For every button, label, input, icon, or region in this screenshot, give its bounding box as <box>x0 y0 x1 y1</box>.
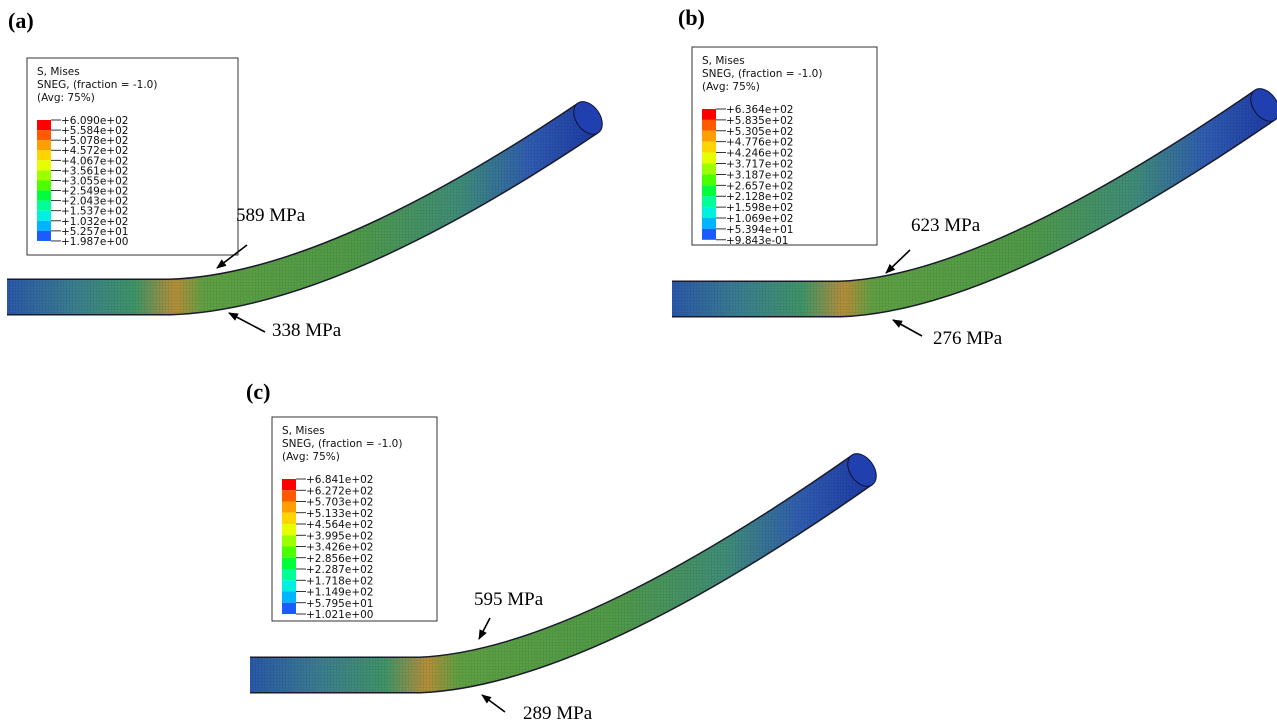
legend-swatch <box>282 547 296 558</box>
legend-swatch <box>37 120 51 130</box>
figure: (a)S, MisesSNEG, (fraction = -1.0)(Avg: … <box>0 0 1277 724</box>
legend-level: +1.987e+00 <box>61 236 128 248</box>
legend-swatch <box>702 164 716 175</box>
annotation-arrow <box>893 320 922 336</box>
legend-level: +1.149e+02 <box>306 587 373 599</box>
legend-title: (Avg: 75%) <box>37 92 95 104</box>
legend-level: +1.021e+00 <box>306 609 373 621</box>
stress-annotation: 595 MPa <box>474 589 544 610</box>
legend-swatch <box>37 170 51 180</box>
annotation-arrow <box>229 313 265 332</box>
legend-title: SNEG, (fraction = -1.0) <box>37 79 157 91</box>
legend-level: +3.995e+02 <box>306 530 373 542</box>
panel-label: (a) <box>8 8 34 33</box>
annotation-arrow <box>886 250 910 273</box>
legend-level: +2.856e+02 <box>306 553 373 565</box>
legend-swatch <box>282 524 296 535</box>
legend-swatch <box>282 490 296 501</box>
legend-swatch <box>702 109 716 120</box>
legend-swatch <box>282 580 296 591</box>
legend-swatch <box>282 535 296 546</box>
legend-level: +4.564e+02 <box>306 519 373 531</box>
legend-level: +5.133e+02 <box>306 508 373 520</box>
legend-level: +9.843e-01 <box>726 235 788 247</box>
legend-swatch <box>37 191 51 201</box>
legend-swatch <box>702 142 716 153</box>
legend-level: +2.287e+02 <box>306 564 373 576</box>
legend-swatch <box>37 150 51 160</box>
legend-swatch <box>702 229 716 240</box>
legend-swatch <box>37 221 51 231</box>
legend-title: SNEG, (fraction = -1.0) <box>282 438 402 450</box>
legend-swatch <box>282 569 296 580</box>
legend-title: (Avg: 75%) <box>282 451 340 463</box>
legend-level: +6.272e+02 <box>306 485 373 497</box>
legend-level: +6.841e+02 <box>306 474 373 486</box>
page: {"panels": [ {"label": "(a)", "legend": … <box>0 0 1277 724</box>
legend-level: +3.426e+02 <box>306 542 373 554</box>
stress-annotation: 289 MPa <box>523 703 593 724</box>
legend-level: +1.718e+02 <box>306 575 373 587</box>
legend-swatch <box>282 558 296 569</box>
legend-swatch <box>702 196 716 207</box>
legend-swatch <box>282 502 296 513</box>
panel-label: (b) <box>678 5 705 30</box>
legend-swatch <box>37 231 51 241</box>
legend-title: (Avg: 75%) <box>702 81 760 93</box>
stress-annotation: 276 MPa <box>933 328 1003 349</box>
legend-swatch <box>282 603 296 614</box>
legend-swatch <box>37 201 51 211</box>
legend-swatch <box>37 211 51 221</box>
stress-annotation: 338 MPa <box>272 320 342 341</box>
stress-annotation: 623 MPa <box>911 215 981 236</box>
legend-swatch <box>37 130 51 140</box>
legend-title: S, Mises <box>37 66 80 78</box>
panel-label: (c) <box>246 379 270 404</box>
legend-swatch <box>282 479 296 490</box>
legend-swatch <box>702 174 716 185</box>
legend-swatch <box>282 513 296 524</box>
legend-title: S, Mises <box>282 425 325 437</box>
legend-title: S, Mises <box>702 55 745 67</box>
legend-swatch <box>702 185 716 196</box>
legend-swatch <box>37 180 51 190</box>
legend-swatch <box>702 153 716 164</box>
annotation-arrow <box>479 618 490 639</box>
legend-swatch <box>702 131 716 142</box>
legend-title: SNEG, (fraction = -1.0) <box>702 68 822 80</box>
legend-swatch <box>702 120 716 131</box>
legend-swatch <box>282 592 296 603</box>
legend-swatch <box>702 207 716 218</box>
annotation-arrow <box>482 695 505 712</box>
legend-swatch <box>702 218 716 229</box>
legend-swatch <box>37 160 51 170</box>
legend-level: +5.703e+02 <box>306 497 373 509</box>
legend-swatch <box>37 140 51 150</box>
legend-level: +5.795e+01 <box>306 598 373 610</box>
stress-annotation: 589 MPa <box>236 205 306 226</box>
